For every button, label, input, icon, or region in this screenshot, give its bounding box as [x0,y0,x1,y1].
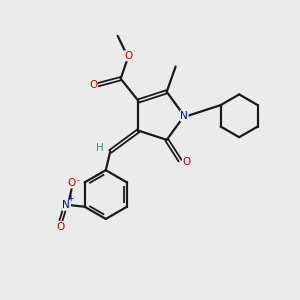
Text: -: - [77,176,80,185]
Text: +: + [68,194,74,203]
Text: O: O [182,157,191,167]
Text: N: N [62,200,70,210]
Text: H: H [96,143,104,153]
Text: N: N [180,111,188,121]
Text: O: O [89,80,97,90]
Text: O: O [56,222,64,232]
Text: O: O [68,178,76,188]
Text: O: O [124,51,133,61]
